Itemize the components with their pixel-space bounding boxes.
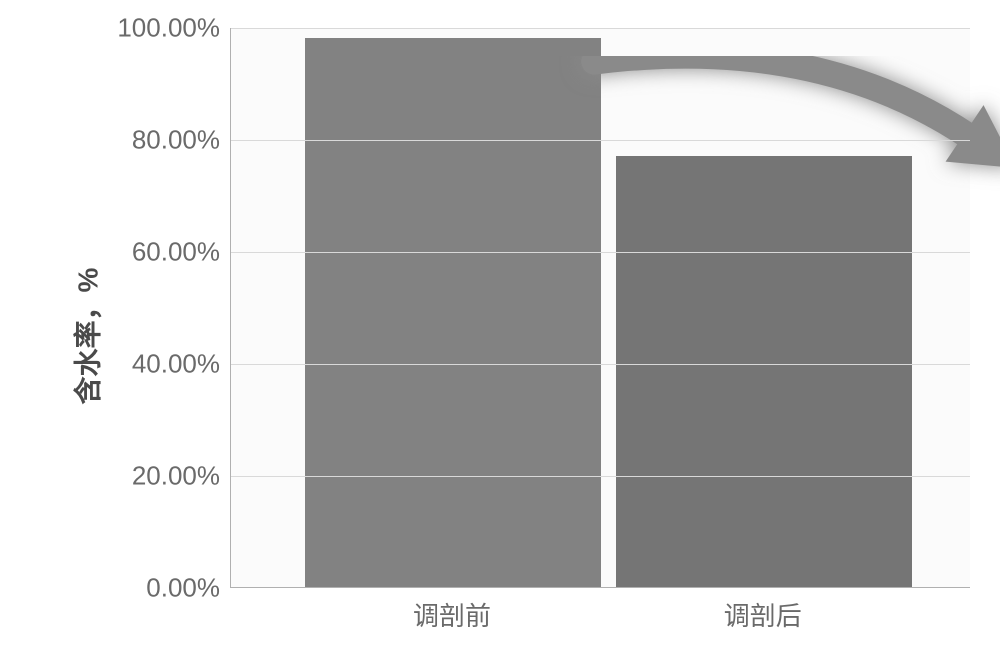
- water-cut-bar-chart: 含水率，% 0.00% 20.00% 40.00% 60.00% 80.00% 100.0…: [0, 0, 1000, 671]
- y-axis-title: 含水率，%: [66, 267, 106, 404]
- gridline: [231, 28, 970, 29]
- y-tick-label: 0.00%: [80, 573, 220, 604]
- gridline: [231, 140, 970, 141]
- y-tick-label: 40.00%: [80, 349, 220, 380]
- bar-1: [616, 156, 912, 587]
- x-tick-label: 调剖前: [413, 596, 491, 633]
- bars-layer: [231, 28, 970, 587]
- bar-0: [305, 38, 601, 587]
- gridline: [231, 476, 970, 477]
- gridline: [231, 252, 970, 253]
- y-tick-label: 60.00%: [80, 237, 220, 268]
- plot-area: [230, 28, 970, 588]
- gridline: [231, 364, 970, 365]
- y-tick-label: 100.00%: [80, 13, 220, 44]
- y-tick-label: 20.00%: [80, 461, 220, 492]
- y-tick-label: 80.00%: [80, 125, 220, 156]
- x-tick-label: 调剖后: [724, 596, 802, 633]
